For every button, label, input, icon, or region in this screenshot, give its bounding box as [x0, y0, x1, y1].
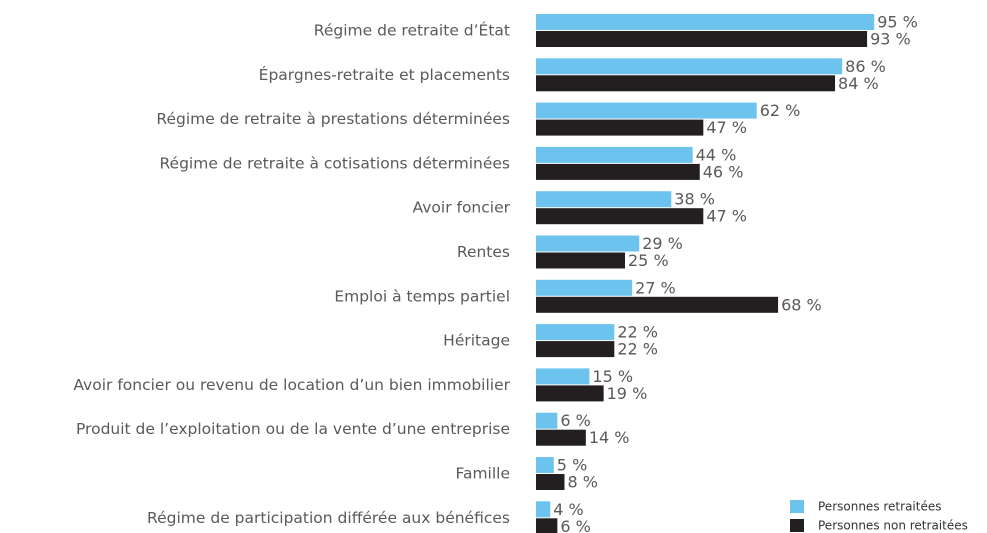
- category-label: Avoir foncier: [413, 199, 511, 217]
- bar: [536, 324, 615, 341]
- bar: [536, 191, 672, 208]
- value-label: 22 %: [617, 340, 658, 359]
- value-label: 15 %: [592, 367, 633, 386]
- bar: [536, 457, 554, 473]
- category-label: Produit de l’exploitation ou de la vente…: [76, 420, 510, 438]
- value-label: 95 %: [877, 13, 918, 32]
- bar: [536, 31, 868, 47]
- category-label: Héritage: [443, 332, 510, 350]
- bar: [536, 119, 704, 136]
- value-label: 14 %: [589, 428, 630, 447]
- bar: [536, 75, 836, 92]
- category-label: Épargnes-retraite et placements: [259, 65, 510, 84]
- value-label: 25 %: [628, 251, 669, 270]
- legend-swatch: [790, 519, 804, 532]
- value-label: 27 %: [635, 278, 676, 297]
- category-label: Avoir foncier ou revenu de location d’un…: [73, 376, 510, 394]
- bar: [536, 518, 558, 533]
- legend-label: Personnes retraitées: [818, 500, 941, 514]
- category-label: Régime de retraite à prestations détermi…: [156, 110, 510, 128]
- category-label: Régime de participation différée aux bén…: [147, 509, 510, 527]
- bar: [536, 501, 551, 518]
- bar: [536, 146, 693, 163]
- bar: [536, 252, 625, 269]
- category-label: Régime de retraite à cotisations détermi…: [159, 154, 510, 172]
- value-label: 93 %: [870, 30, 911, 49]
- category-label: Rentes: [457, 243, 510, 261]
- bar: [536, 474, 565, 490]
- category-label: Emploi à temps partiel: [334, 287, 510, 305]
- value-label: 84 %: [838, 74, 879, 93]
- value-label: 47 %: [706, 207, 747, 226]
- value-label: 46 %: [703, 162, 744, 181]
- bar: [536, 341, 615, 358]
- value-label: 29 %: [642, 234, 683, 253]
- bar: [536, 412, 558, 429]
- value-label: 5 %: [557, 456, 587, 475]
- bar: [536, 385, 604, 402]
- value-label: 22 %: [617, 323, 658, 342]
- value-label: 19 %: [607, 384, 648, 403]
- bar: [536, 296, 779, 313]
- value-label: 62 %: [760, 101, 801, 120]
- value-label: 44 %: [696, 145, 737, 164]
- bar: [536, 235, 640, 252]
- value-label: 47 %: [706, 118, 747, 137]
- category-label: Régime de retraite d’État: [314, 21, 510, 40]
- value-label: 6 %: [560, 411, 590, 430]
- category-label: Famille: [455, 465, 510, 483]
- bar: [536, 102, 757, 119]
- value-label: 4 %: [553, 500, 583, 519]
- legend-label: Personnes non retraitées: [818, 519, 968, 533]
- value-label: 6 %: [560, 517, 590, 533]
- bar: [536, 58, 843, 75]
- value-label: 86 %: [845, 57, 886, 76]
- value-label: 8 %: [567, 473, 597, 492]
- bar: [536, 163, 700, 180]
- bar: [536, 14, 875, 30]
- legend-swatch: [790, 500, 804, 513]
- bar: [536, 429, 586, 446]
- bar: [536, 279, 633, 296]
- value-label: 38 %: [674, 190, 715, 209]
- bar: [536, 368, 590, 385]
- bar: [536, 208, 704, 225]
- value-label: 68 %: [781, 295, 822, 314]
